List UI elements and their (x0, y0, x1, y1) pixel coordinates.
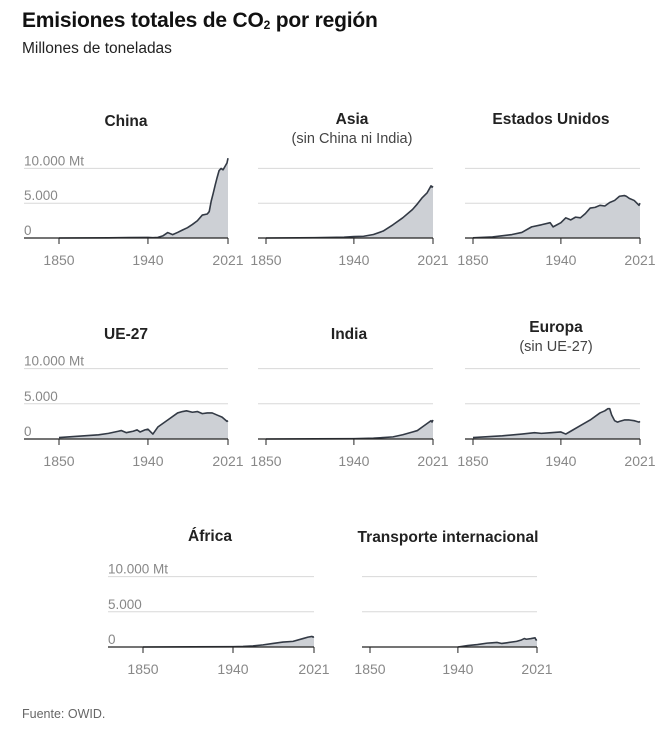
x-tick-label: 1850 (43, 252, 74, 268)
source-note: Fuente: OWID. (22, 707, 106, 721)
x-tick-label: 2021 (212, 453, 243, 469)
series-line (58, 410, 229, 439)
panel-title: África (188, 528, 232, 545)
panel-title: UE-27 (104, 326, 148, 343)
y-tick-label: 5.000 (24, 188, 58, 203)
panel-subtitle: (sin China ni India) (292, 131, 413, 147)
series-area (266, 185, 433, 238)
panel-subtitle: (sin UE-27) (519, 339, 592, 355)
x-tick-label: 1850 (250, 252, 281, 268)
x-tick-label: 2021 (212, 252, 243, 268)
chart-panel: 10.000 Mt 5.000 0 1850 1940 2021 UE-27 (24, 326, 244, 469)
x-tick-label: 1850 (250, 453, 281, 469)
panel-title: Europa (529, 319, 583, 336)
panel-title: Estados Unidos (492, 111, 609, 128)
y-tick-label: 10.000 Mt (24, 153, 84, 168)
x-tick-label: 1940 (132, 252, 163, 268)
y-tick-label: 10.000 Mt (108, 562, 168, 577)
series-line (472, 407, 641, 439)
x-tick-label: 1940 (545, 453, 576, 469)
series-area (473, 195, 640, 238)
chart-panel: 10.000 Mt 5.000 0 1850 1940 2021 África (108, 528, 330, 677)
panel-title: Asia (336, 111, 369, 128)
chart-panel: 1850 1940 2021 India (250, 326, 448, 469)
x-tick-label: 1850 (457, 252, 488, 268)
series-area (59, 410, 228, 439)
x-tick-label: 1940 (132, 453, 163, 469)
x-tick-label: 2021 (521, 661, 552, 677)
x-tick-label: 2021 (624, 252, 655, 268)
chart-panel: 1850 1940 2021 Asia (sin China ni India) (250, 111, 448, 268)
chart-panel: 1850 1940 2021 Europa (sin UE-27) (457, 319, 655, 469)
series-area (473, 408, 640, 439)
x-tick-label: 1940 (217, 661, 248, 677)
chart-panel: 1850 1940 2021 Estados Unidos (457, 111, 655, 268)
series-line (265, 185, 434, 239)
y-tick-label: 0 (24, 424, 32, 439)
series-line (472, 194, 641, 239)
panel-title: India (331, 326, 368, 343)
x-tick-label: 1850 (457, 453, 488, 469)
y-tick-label: 10.000 Mt (24, 354, 84, 369)
series-area (59, 158, 228, 238)
x-tick-label: 1850 (43, 453, 74, 469)
series-line (58, 158, 229, 239)
panel-title: Transporte internacional (358, 529, 539, 546)
x-tick-label: 2021 (624, 453, 655, 469)
chart-title: Emisiones totales de CO2 por región (22, 9, 378, 32)
x-tick-label: 2021 (417, 252, 448, 268)
x-tick-label: 1850 (127, 661, 158, 677)
chart-panel: 1850 1940 2021 Transporte internacional (354, 529, 552, 677)
chart-subtitle: Millones de toneladas (22, 40, 172, 57)
y-tick-label: 0 (108, 632, 116, 647)
x-tick-label: 2021 (298, 661, 329, 677)
y-tick-label: 5.000 (24, 389, 58, 404)
series-line (457, 637, 538, 648)
x-tick-label: 2021 (417, 453, 448, 469)
x-tick-label: 1850 (354, 661, 385, 677)
chart-panel: 10.000 Mt 5.000 0 1850 1940 2021 China (24, 113, 244, 268)
x-tick-label: 1940 (338, 453, 369, 469)
x-tick-label: 1940 (545, 252, 576, 268)
x-tick-label: 1940 (338, 252, 369, 268)
y-tick-label: 5.000 (108, 597, 142, 612)
series-area (266, 419, 433, 439)
panel-title: China (104, 113, 147, 130)
y-tick-label: 0 (24, 223, 32, 238)
x-tick-label: 1940 (442, 661, 473, 677)
